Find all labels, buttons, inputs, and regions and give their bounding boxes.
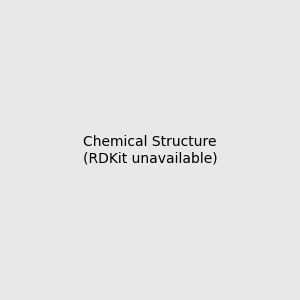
Text: Chemical Structure
(RDKit unavailable): Chemical Structure (RDKit unavailable) <box>83 135 217 165</box>
